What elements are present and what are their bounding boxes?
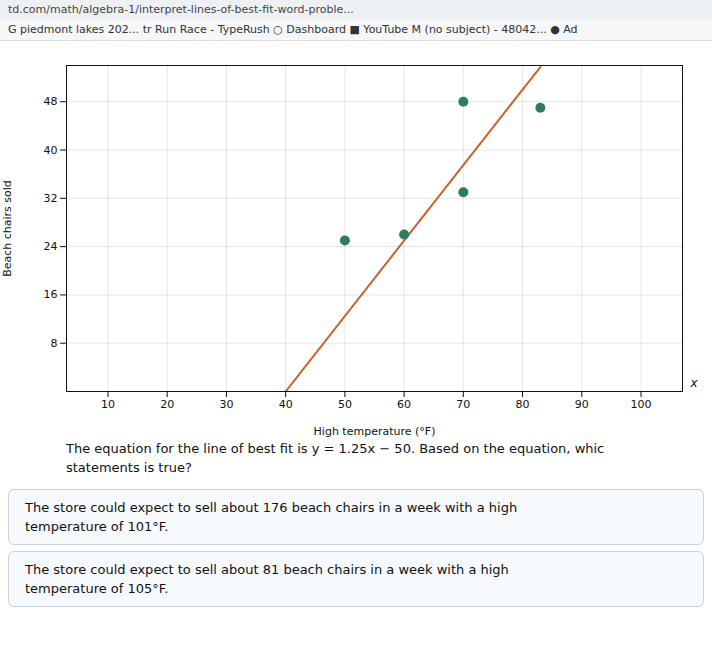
svg-text:High temperature (°F): High temperature (°F) bbox=[314, 425, 436, 438]
svg-text:60: 60 bbox=[397, 398, 411, 411]
svg-text:40: 40 bbox=[279, 398, 293, 411]
svg-text:30: 30 bbox=[219, 398, 233, 411]
html-text:statements is true?: statements is true? bbox=[66, 460, 192, 475]
svg-text:10: 10 bbox=[101, 398, 115, 411]
html-text:td.com/math/algebra-1/interpre: td.com/math/algebra-1/interpret-lines-of… bbox=[8, 3, 354, 16]
svg-text:x: x bbox=[690, 376, 699, 390]
svg-text:40: 40 bbox=[44, 144, 58, 157]
html-text:The equation for the line of b: The equation for the line of best fit is… bbox=[66, 441, 605, 456]
svg-text:50: 50 bbox=[338, 398, 352, 411]
svg-text:8: 8 bbox=[51, 337, 58, 350]
html-text:The store could expect to sell: The store could expect to sell about 81 … bbox=[25, 562, 509, 577]
html-text:The store could expect to sell: The store could expect to sell about 176… bbox=[25, 500, 518, 515]
svg-text:100: 100 bbox=[631, 398, 652, 411]
html-text:temperature of 101°F.: temperature of 101°F. bbox=[25, 519, 169, 534]
svg-text:20: 20 bbox=[160, 398, 174, 411]
html-text:G piedmont lakes 202... tr Run: G piedmont lakes 202... tr Run Race - Ty… bbox=[8, 23, 578, 36]
html-text:temperature of 105°F.: temperature of 105°F. bbox=[25, 581, 169, 596]
svg-text:24: 24 bbox=[44, 240, 58, 253]
svg-text:80: 80 bbox=[516, 398, 530, 411]
svg-text:70: 70 bbox=[456, 398, 470, 411]
svg-text:Beach chairs sold: Beach chairs sold bbox=[1, 180, 14, 277]
svg-text:90: 90 bbox=[575, 398, 589, 411]
svg-text:48: 48 bbox=[44, 95, 58, 108]
svg-text:32: 32 bbox=[44, 192, 58, 205]
svg-text:16: 16 bbox=[44, 288, 58, 301]
